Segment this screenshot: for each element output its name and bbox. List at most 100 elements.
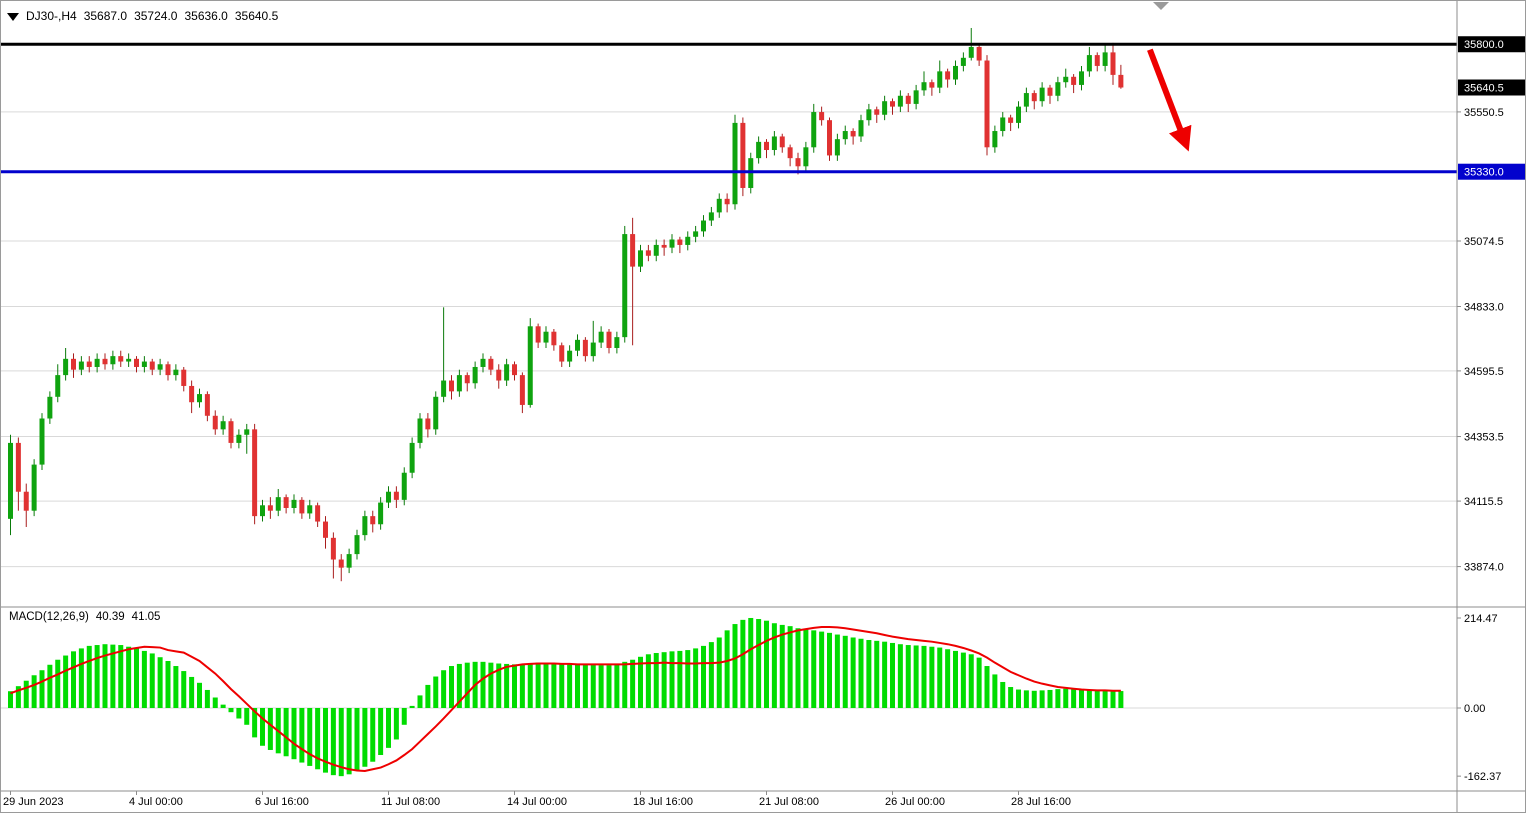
candle-up: [157, 364, 163, 370]
macd-hist-bar: [661, 652, 667, 708]
candle-down: [252, 429, 258, 517]
macd-hist-bar: [976, 657, 982, 708]
candle-up: [685, 236, 691, 245]
macd-hist-bar: [882, 641, 888, 708]
quote-high: 35724.0: [134, 9, 178, 23]
macd-hist-bar: [204, 689, 210, 708]
macd-hist-bar: [323, 708, 328, 773]
candle-up: [622, 234, 628, 338]
macd-hist-bar: [1016, 689, 1021, 708]
candle-up: [811, 112, 817, 148]
macd-hist-bar: [992, 674, 998, 708]
price-axis-label: 35550.5: [1464, 107, 1504, 119]
candle-up: [716, 198, 722, 213]
macd-hist-bar: [165, 660, 171, 708]
macd-hist-bar: [71, 651, 76, 708]
macd-hist-bar: [921, 645, 927, 708]
candle-up: [1023, 93, 1029, 107]
macd-hist-bar: [141, 650, 147, 708]
candle-down: [330, 537, 336, 560]
candle-up: [834, 139, 840, 156]
macd-hist-bar: [803, 629, 809, 708]
macd-hist-bar: [433, 676, 439, 708]
candle-up: [307, 505, 313, 514]
candle-up: [417, 418, 423, 443]
candle-down: [212, 415, 218, 430]
candle-up: [409, 442, 415, 473]
macd-layer[interactable]: [8, 617, 1124, 777]
candle-down: [1110, 52, 1116, 75]
price-badge-label: 35800.0: [1464, 39, 1504, 51]
symbol-header: DJ30-,H4 35687.0 35724.0 35636.0 35640.5: [7, 9, 278, 23]
candle-down: [1047, 87, 1053, 96]
time-axis-label: 11 Jul 08:00: [381, 796, 440, 808]
price-badge-label: 35640.5: [1464, 83, 1504, 95]
macd-hist-bar: [716, 637, 722, 708]
candle-down: [874, 109, 880, 115]
macd-hist-bar: [685, 650, 691, 708]
macd-hist-bar: [63, 655, 69, 708]
macd-hist-bar: [638, 656, 643, 708]
quote-open: 35687.0: [83, 9, 128, 23]
macd-hist-bar: [645, 654, 651, 708]
candle-up: [378, 502, 384, 525]
candle-down: [606, 331, 612, 348]
candle-down: [315, 505, 321, 522]
chart-shift-marker-icon[interactable]: [1153, 2, 1169, 10]
macd-hist-bar: [551, 663, 557, 708]
macd-hist-bar: [102, 644, 108, 708]
macd-hist-bar: [1008, 687, 1014, 708]
macd-hist-bar: [228, 708, 234, 713]
candle-up: [614, 337, 620, 348]
price-badge: [1458, 163, 1525, 180]
macd-hist-bar: [897, 644, 903, 708]
candle-up: [31, 464, 37, 511]
macd-hist-bar: [937, 647, 943, 708]
macd-hist-bar: [283, 708, 289, 757]
candle-down: [1008, 117, 1014, 123]
macd-hist-bar: [220, 704, 226, 708]
candle-down: [787, 147, 793, 159]
candle-up: [39, 418, 45, 465]
macd-hist-bar: [1110, 690, 1116, 708]
candle-up: [921, 82, 927, 91]
candle-up: [1039, 87, 1045, 102]
macd-hist-bar: [945, 649, 951, 708]
candle-up: [1055, 82, 1061, 96]
price-axis[interactable]: 35550.5 35074.5 34833.0 34595.5 34353.5 34115…: [1457, 36, 1526, 783]
candle-down: [945, 71, 951, 80]
candle-down: [1031, 93, 1037, 102]
macd-hist-bar: [606, 665, 612, 708]
macd-hist-bar: [386, 708, 391, 748]
macd-hist-bar: [504, 663, 510, 708]
candle-up: [110, 356, 116, 365]
candle-up: [236, 434, 242, 443]
macd-hist-bar: [197, 682, 202, 708]
candle-up: [866, 109, 872, 121]
candle-up: [244, 429, 250, 435]
trend-arrow[interactable]: [1147, 48, 1192, 152]
candle-up: [953, 65, 958, 80]
macd-hist-bar: [212, 697, 218, 708]
symbol-dropdown-icon[interactable]: [7, 12, 19, 21]
candle-up: [504, 364, 510, 381]
macd-hist-bar: [708, 642, 714, 708]
macd-hist-bar: [55, 659, 61, 708]
candle-up: [701, 220, 706, 232]
macd-hist-bar: [346, 708, 352, 775]
time-axis-label: 6 Jul 16:00: [255, 796, 309, 808]
macd-hist-bar: [724, 630, 730, 708]
candle-down: [323, 521, 328, 538]
macd-hist-bar: [1086, 689, 1092, 708]
macd-hist-bar: [1071, 689, 1077, 708]
macd-hist-bar: [630, 659, 636, 708]
candle-up: [126, 358, 132, 362]
macd-hist-bar: [1063, 688, 1069, 708]
macd-hist-bar: [1094, 689, 1100, 708]
candle-down: [827, 120, 832, 156]
candles-layer[interactable]: [8, 27, 1124, 582]
macd-hist-bar: [417, 695, 423, 708]
candle-up: [575, 339, 580, 351]
time-axis[interactable]: 29 Jun 2023 4 Jul 00:00 6 Jul 16:00 11 Jul …: [3, 791, 1071, 808]
